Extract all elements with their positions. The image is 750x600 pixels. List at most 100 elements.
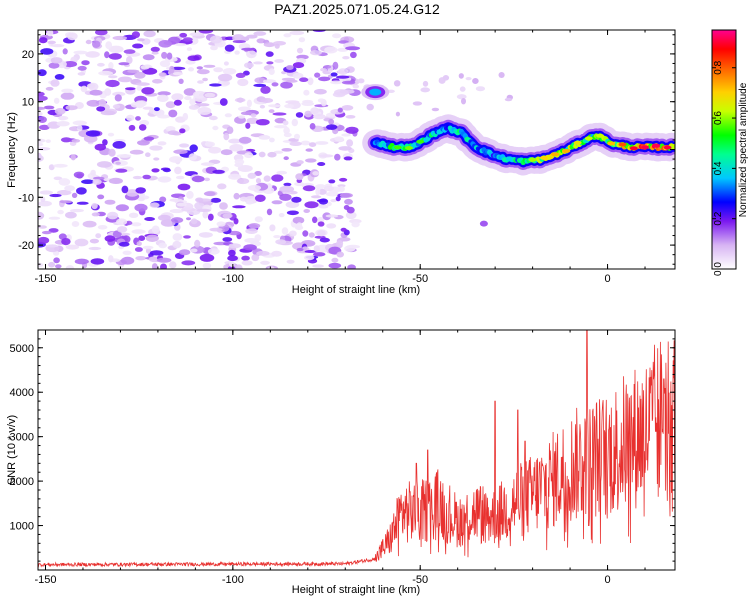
noise-blob <box>71 192 78 198</box>
noise-blob <box>47 40 56 45</box>
noise-blob <box>235 264 243 269</box>
colorbar-tick-label: 0.2 <box>713 211 724 225</box>
noise-blob <box>157 91 171 96</box>
noise-blob <box>58 178 71 186</box>
noise-blob <box>108 177 123 184</box>
noise-blob <box>157 214 171 221</box>
y-tick-label: 0 <box>28 145 34 157</box>
noise-blob <box>458 73 464 79</box>
noise-blob <box>285 201 300 209</box>
noise-blob <box>283 182 292 187</box>
noise-blob <box>326 223 337 229</box>
noise-blob <box>83 134 98 143</box>
noise-blob <box>323 65 332 69</box>
noise-blob <box>228 249 236 257</box>
noise-blob <box>135 82 150 86</box>
noise-blob <box>245 228 258 235</box>
noise-blob <box>344 245 356 252</box>
noise-blob <box>81 60 90 66</box>
noise-blob <box>38 111 43 117</box>
noise-blob <box>143 30 156 38</box>
noise-blob <box>232 40 246 44</box>
noise-blob <box>54 108 66 115</box>
noise-blob <box>176 202 187 207</box>
noise-blob <box>151 168 160 173</box>
noise-blob <box>274 125 288 129</box>
noise-blob <box>345 211 357 220</box>
noise-blob <box>190 248 198 253</box>
noise-blob <box>222 81 230 86</box>
noise-blob <box>245 200 254 205</box>
noise-blob <box>159 60 171 68</box>
noise-blob <box>38 124 50 130</box>
noise-blob <box>142 174 151 180</box>
signal-core <box>416 139 425 144</box>
noise-blob <box>241 260 253 266</box>
spectrogram-x-ticks: -150 -100 -50 0 <box>34 30 646 285</box>
noise-blob <box>300 140 311 146</box>
noise-blob <box>159 196 167 203</box>
noise-blob <box>312 264 324 268</box>
signal-core <box>652 143 661 148</box>
noise-blob <box>107 132 115 137</box>
noise-blob <box>128 212 139 218</box>
noise-blob <box>227 255 239 262</box>
noise-blob <box>128 124 136 131</box>
noise-blob <box>315 187 321 196</box>
noise-blob <box>208 146 222 154</box>
noise-blob <box>46 30 54 37</box>
noise-blob <box>292 216 305 224</box>
colorbar-gradient <box>712 30 736 269</box>
noise-blob <box>175 175 185 180</box>
noise-blob <box>50 57 63 64</box>
noise-blob <box>98 99 107 107</box>
noise-blob <box>137 100 147 107</box>
noise-blob <box>70 154 76 161</box>
noise-blob <box>122 250 132 255</box>
noise-blob <box>228 138 242 144</box>
noise-blob <box>442 75 450 81</box>
noise-blob <box>74 238 89 247</box>
noise-blob <box>59 200 73 204</box>
noise-blob <box>260 85 271 94</box>
noise-blob <box>304 201 319 209</box>
signal-core <box>539 155 548 160</box>
noise-blob <box>65 105 78 111</box>
noise-blob <box>40 48 54 55</box>
noise-blob <box>161 51 168 59</box>
noise-blob <box>38 116 47 123</box>
noise-blob <box>86 83 96 89</box>
noise-blob <box>183 235 191 239</box>
noise-blob <box>313 114 326 120</box>
noise-blob <box>286 259 295 264</box>
noise-blob <box>475 86 485 92</box>
snr-y-label: SNR (10 * v/v) <box>6 415 18 485</box>
noise-blob <box>262 79 277 84</box>
noise-blob <box>196 103 210 107</box>
noise-blob <box>77 72 86 76</box>
noise-blob <box>336 240 344 248</box>
noise-blob <box>104 199 116 205</box>
noise-blob <box>202 77 209 82</box>
noise-blob <box>393 80 401 87</box>
noise-blob <box>196 69 210 75</box>
noise-blob <box>223 61 229 66</box>
noise-blob <box>197 80 204 84</box>
signal-core <box>584 136 593 141</box>
x-tick-label: 0 <box>604 273 610 285</box>
noise-blob <box>312 216 318 224</box>
noise-blob <box>48 216 61 220</box>
noise-blob <box>237 78 249 87</box>
noise-blob <box>149 250 164 256</box>
noise-blob <box>158 40 172 48</box>
noise-blob <box>71 139 81 143</box>
noise-blob <box>266 208 273 216</box>
noise-blob <box>219 98 228 106</box>
noise-blob <box>173 149 188 154</box>
noise-blob <box>340 227 347 232</box>
noise-blob <box>350 51 357 59</box>
noise-blob <box>182 37 193 42</box>
noise-blob <box>346 66 355 73</box>
noise-blob <box>238 136 252 144</box>
noise-blob <box>246 50 257 59</box>
